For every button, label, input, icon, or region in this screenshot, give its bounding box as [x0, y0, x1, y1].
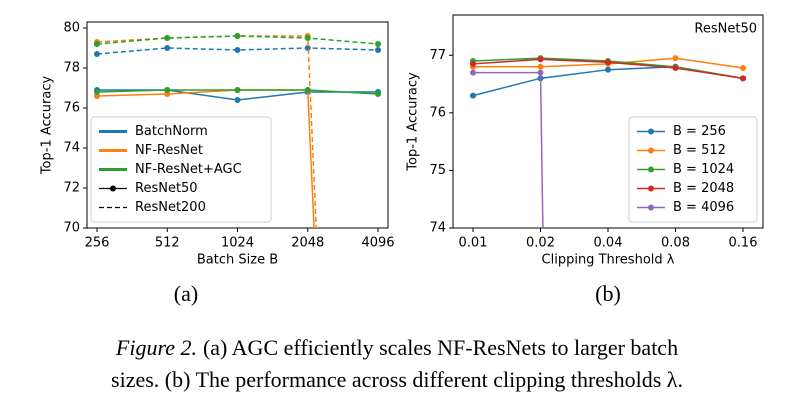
y-tick-label: 76 [63, 101, 80, 116]
legend-label: NF-ResNet+AGC [135, 162, 242, 177]
point [94, 89, 100, 95]
y-tick-label: 72 [63, 181, 80, 196]
x-tick-label: 0.08 [661, 236, 690, 251]
x-tick-label: 256 [85, 236, 110, 251]
point [470, 92, 476, 99]
x-tick-label: 1024 [221, 236, 254, 251]
legend-label: B = 1024 [673, 162, 734, 177]
point [740, 64, 746, 71]
plot-area [470, 55, 746, 228]
legend-label: ResNet200 [135, 200, 206, 215]
point [605, 66, 611, 73]
x-tick-label: 4096 [361, 236, 394, 251]
caption-text: sizes. (b) The performance across differ… [111, 367, 683, 392]
caption-label: Figure 2. [115, 335, 197, 360]
point [537, 69, 544, 76]
legend-label: NF-ResNet [135, 143, 203, 158]
point [304, 45, 311, 51]
legend-box [90, 116, 272, 223]
legend-marker [110, 185, 116, 192]
legend-marker [648, 185, 654, 192]
x-tick-label: 2048 [291, 236, 324, 251]
point [94, 41, 100, 47]
x-tick-label: 0.02 [526, 236, 555, 251]
point [740, 75, 746, 82]
y-tick-label: 75 [429, 163, 446, 178]
y-axis-label: Top-1 Accuracy [40, 76, 55, 176]
y-tick-label: 76 [429, 105, 446, 120]
panel-label: (b) [595, 281, 621, 306]
legend-marker [648, 128, 654, 135]
point [164, 35, 171, 41]
point [605, 59, 611, 66]
y-tick-label: 70 [63, 221, 80, 236]
series-line [96, 35, 317, 228]
plot-area [94, 33, 381, 228]
x-tick-label: 512 [155, 236, 180, 251]
y-tick-label: 78 [63, 61, 80, 76]
point [537, 56, 544, 63]
legend-label: B = 4096 [673, 200, 734, 215]
y-tick-label: 74 [63, 141, 80, 156]
point [164, 45, 171, 51]
point [234, 47, 241, 53]
point [234, 97, 241, 103]
panel-label: (a) [174, 281, 198, 306]
legend-label: B = 256 [673, 124, 726, 139]
point [164, 87, 171, 93]
legend-marker [648, 166, 654, 173]
chart-title: ResNet50 [694, 22, 757, 37]
point [375, 91, 381, 97]
x-axis-label: Batch Size B [197, 253, 278, 268]
x-axis-label: Clipping Threshold λ [542, 253, 675, 268]
point [304, 87, 311, 93]
x-tick-label: 0.01 [459, 236, 488, 251]
point [470, 69, 476, 76]
legend-label: ResNet50 [135, 181, 198, 196]
y-axis-label: Top-1 Accuracy [406, 72, 421, 172]
point [672, 64, 679, 71]
x-tick-label: 0.16 [729, 236, 758, 251]
point [94, 51, 100, 57]
y-tick-label: 77 [429, 48, 446, 63]
point [234, 87, 241, 93]
point [672, 55, 679, 62]
caption: Figure 2. (a) AGC efficiently scales NF-R… [115, 335, 678, 360]
legend-label: BatchNorm [135, 124, 208, 139]
y-tick-label: 80 [63, 21, 80, 36]
point [375, 47, 381, 53]
legend-marker [648, 204, 654, 211]
legend-label: B = 2048 [673, 181, 734, 196]
point [304, 35, 311, 41]
point [470, 60, 476, 67]
point [234, 33, 241, 39]
legend-box [628, 116, 758, 223]
caption-text: (a) AGC efficiently scales NF-ResNets to… [203, 335, 678, 360]
x-tick-label: 0.04 [594, 236, 623, 251]
y-tick-label: 74 [429, 221, 446, 236]
legend-marker [648, 147, 654, 154]
point [375, 41, 381, 47]
series-line [473, 71, 544, 228]
legend-label: B = 512 [673, 143, 726, 158]
point [537, 63, 544, 70]
